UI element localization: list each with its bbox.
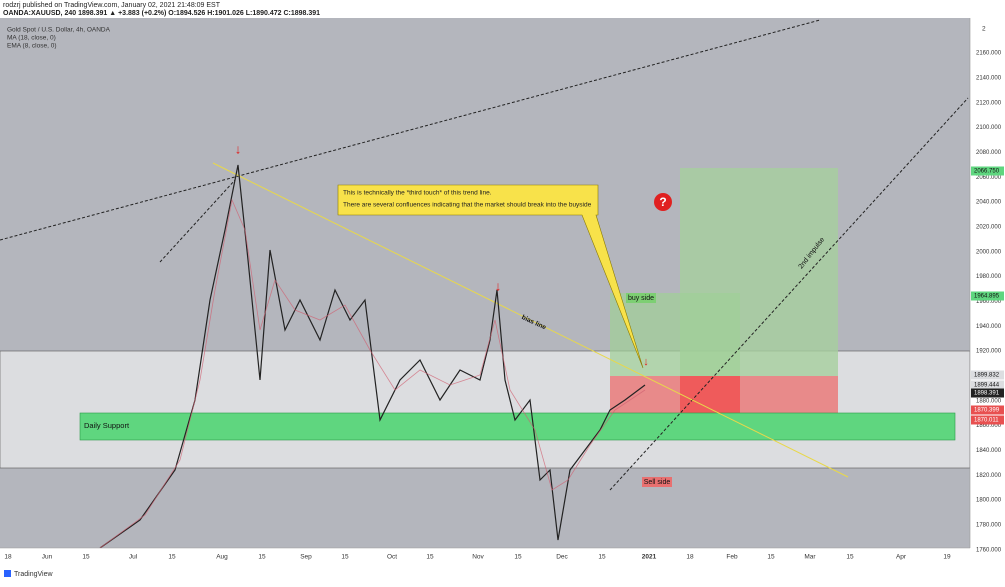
time-label: 18	[4, 554, 12, 561]
time-label: 15	[341, 554, 349, 561]
price-label: 2	[982, 26, 986, 33]
time-label: 15	[258, 554, 266, 561]
time-label: Aug	[216, 554, 228, 561]
price-label: 1820.000	[976, 473, 1002, 479]
price-marker-label: 1898.391	[974, 391, 1000, 397]
price-marker-label: 1899.832	[974, 373, 1000, 379]
price-marker	[971, 166, 1004, 176]
price-label: 1840.000	[976, 448, 1002, 454]
logo	[4, 570, 11, 577]
time-label: 15	[767, 554, 775, 561]
time-label: 15	[846, 554, 854, 561]
price-label: 1880.000	[976, 398, 1002, 404]
arrow: ↓	[235, 141, 242, 156]
legend-item: EMA (8, close, 0)	[7, 43, 57, 50]
price-label: 2080.000	[976, 150, 1002, 156]
price-marker	[971, 291, 1004, 301]
price-label: 2020.000	[976, 224, 1002, 230]
price-label: 1800.000	[976, 498, 1002, 504]
legend-item: Gold Spot / U.S. Dollar, 4h, OANDA	[7, 27, 111, 34]
price-label: 1960.000	[976, 299, 1002, 305]
time-label: Dec	[556, 554, 568, 561]
time-label: Nov	[472, 554, 484, 561]
time-label: 15	[82, 554, 90, 561]
sell-side-label: Sell side	[644, 479, 671, 486]
price-marker-label: 2066.750	[974, 169, 1000, 175]
arrow: ↓	[495, 278, 502, 293]
label-bg	[642, 477, 672, 487]
price-label: 1760.000	[976, 547, 1002, 553]
price-label: 2100.000	[976, 125, 1002, 131]
price-marker	[971, 415, 1004, 425]
price-marker	[971, 405, 1004, 415]
price-label: 1940.000	[976, 324, 1002, 330]
callout-text: This is technically the *third touch* of…	[343, 190, 492, 197]
stop-zone	[680, 376, 740, 413]
price-label: 2060.000	[976, 175, 1002, 181]
buy-side-label: buy side	[628, 295, 654, 302]
price-marker	[971, 370, 1004, 380]
trend-line	[609, 97, 969, 491]
label-bg	[626, 293, 656, 303]
time-label: 19	[943, 554, 951, 561]
trend-line	[0, 19, 821, 241]
bias-line	[212, 162, 849, 478]
price-label: 2140.000	[976, 75, 1002, 81]
time-label: Sep	[300, 554, 312, 561]
price-marker	[971, 380, 1004, 390]
support-label: Daily Support	[84, 421, 130, 430]
time-label: Feb	[726, 554, 738, 561]
price-label: 2040.000	[976, 200, 1002, 206]
price-label: 1980.000	[976, 274, 1002, 280]
time-label: Jun	[42, 554, 53, 561]
price-marker	[971, 388, 1004, 398]
arrow: ↓	[643, 356, 649, 368]
question-mark: ?	[659, 195, 666, 209]
header-line: rodzrj published on TradingView.com, Jan…	[3, 2, 221, 9]
time-label: 15	[598, 554, 606, 561]
header-bg	[0, 0, 1005, 18]
price-label: 2000.000	[976, 249, 1002, 255]
time-axis	[0, 548, 1005, 566]
question-icon	[654, 193, 672, 211]
price-label: 1780.000	[976, 523, 1002, 529]
header-line: OANDA:XAUUSD, 240 1898.391 ▲ +3.883 (+0.…	[3, 10, 320, 17]
price-marker-label: 1870.011	[974, 418, 999, 424]
price-label: 2160.000	[976, 51, 1002, 57]
moving-average	[99, 198, 646, 549]
price-label: 1860.000	[976, 423, 1002, 429]
callout-text: There are several confluences indicating…	[343, 202, 592, 209]
time-label: 15	[426, 554, 434, 561]
time-label: Mar	[804, 554, 816, 561]
time-label: Apr	[896, 554, 907, 561]
time-label: 18	[686, 554, 694, 561]
price-label: 2120.000	[976, 100, 1002, 106]
time-label: Jul	[129, 554, 138, 561]
callout	[337, 184, 644, 369]
price-series	[99, 164, 646, 549]
footer: TradingView	[14, 571, 53, 578]
legend-item: MA (18, close, 0)	[7, 35, 56, 42]
time-label: Oct	[387, 554, 397, 561]
time-label: 2021	[642, 554, 657, 561]
trend-line	[159, 179, 236, 263]
price-marker-label: 1899.444	[974, 383, 1000, 389]
time-label: 15	[168, 554, 176, 561]
price-marker-label: 1964.895	[974, 294, 1000, 300]
time-label: 15	[514, 554, 522, 561]
price-label: 1920.000	[976, 349, 1002, 355]
price-marker-label: 1870.399	[974, 408, 1000, 414]
